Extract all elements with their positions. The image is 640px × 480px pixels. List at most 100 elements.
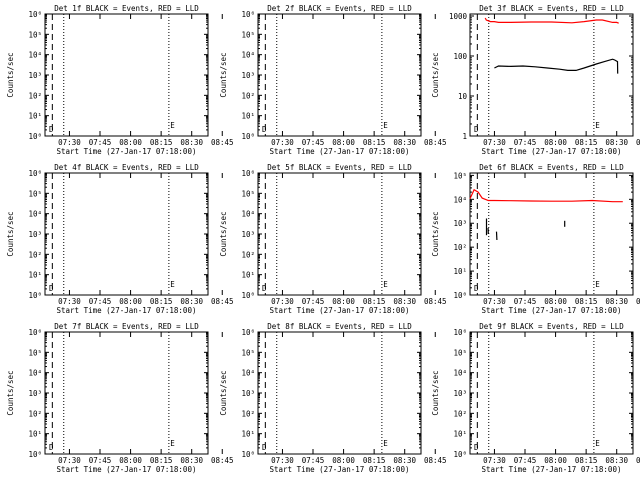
y-axis-label: Counts/sec — [6, 211, 15, 256]
x-tick-label: 08:30 — [180, 456, 203, 465]
y-tick-label: 10⁰ — [28, 132, 42, 141]
y-tick-label: 10⁶ — [241, 328, 255, 337]
y-tick-label: 10² — [28, 250, 42, 259]
series-line-events-black — [494, 58, 619, 74]
y-axis-label: Counts/sec — [219, 211, 228, 256]
y-tick-label: 10⁶ — [241, 169, 255, 178]
x-axis-label: Start Time (27-Jan-17 07:18:00) — [57, 306, 197, 315]
x-tick-label: 07:45 — [514, 456, 537, 465]
x-tick-label: 07:45 — [302, 297, 325, 306]
marker-d: D — [49, 125, 54, 134]
x-tick-label: 08:00 — [544, 297, 567, 306]
x-tick-label: 08:45 — [636, 456, 640, 465]
x-tick-label: 07:45 — [302, 456, 325, 465]
y-tick-label: 10¹ — [28, 271, 42, 280]
x-axis-label: Start Time (27-Jan-17 07:18:00) — [57, 147, 197, 156]
marker-d: D — [474, 284, 479, 293]
plot-frame — [469, 331, 634, 455]
x-tick-label: 08:45 — [424, 138, 447, 147]
x-tick-label: 08:45 — [636, 297, 640, 306]
x-tick-label: 07:30 — [271, 456, 294, 465]
plot-frame — [469, 172, 634, 296]
x-tick-label: 08:15 — [150, 297, 173, 306]
x-tick-label: 07:30 — [483, 456, 506, 465]
y-tick-label: 10¹ — [453, 267, 467, 276]
x-axis-label: Start Time (27-Jan-17 07:18:00) — [57, 465, 197, 474]
chart-title: Det 3f BLACK = Events, RED = LLD — [479, 4, 624, 13]
x-tick-label: 08:30 — [180, 297, 203, 306]
y-tick-label: 10² — [28, 409, 42, 418]
y-tick-label: 10⁰ — [241, 132, 255, 141]
marker-d: D — [474, 443, 479, 452]
y-tick-label: 10³ — [28, 71, 42, 80]
x-tick-label: 07:45 — [89, 456, 112, 465]
y-axis-label: Counts/sec — [219, 370, 228, 415]
x-tick-label: 08:00 — [332, 138, 355, 147]
chart-panel-3: Det 3f BLACK = Events, RED = LLD 1 10 100 10… — [431, 4, 640, 156]
x-tick-label: 08:30 — [180, 138, 203, 147]
x-axis-label: Start Time (27-Jan-17 07:18:00) — [270, 306, 410, 315]
chart-panel-8: Det 8f BLACK = Events, RED = LLD 10⁰ 10¹ 10… — [219, 322, 447, 474]
chart-panel-4: Det 4f BLACK = Events, RED = LLD 10⁰ 10¹ 10… — [6, 163, 234, 315]
x-tick-label: 08:15 — [575, 297, 598, 306]
y-tick-label: 10³ — [28, 389, 42, 398]
x-axis-label: Start Time (27-Jan-17 07:18:00) — [482, 147, 622, 156]
y-tick-label: 10⁵ — [241, 30, 255, 39]
x-tick-label: 08:15 — [150, 138, 173, 147]
x-tick-label: 07:30 — [271, 297, 294, 306]
chart-panel-6: Det 6f BLACK = Events, RED = LLD 10⁰ 10¹ 10… — [431, 163, 640, 315]
y-tick-label: 10³ — [241, 230, 255, 239]
x-tick-label: 08:15 — [363, 138, 386, 147]
x-tick-label: 07:45 — [514, 138, 537, 147]
x-tick-label: 08:15 — [575, 138, 598, 147]
series-line-lld-red — [484, 17, 619, 24]
plot-frame — [257, 172, 422, 296]
y-tick-label: 10⁴ — [453, 195, 467, 204]
y-tick-label: 10³ — [453, 219, 467, 228]
chart-title: Det 8f BLACK = Events, RED = LLD — [267, 322, 412, 331]
plot-frame — [44, 13, 209, 137]
chart-title: Det 5f BLACK = Events, RED = LLD — [267, 163, 412, 172]
y-tick-label: 10² — [28, 91, 42, 100]
marker-e: E — [170, 280, 175, 289]
y-tick-label: 10⁰ — [453, 291, 467, 300]
chart-panel-1: Det 1f BLACK = Events, RED = LLD 10⁰ 10¹ 10… — [6, 4, 234, 156]
y-tick-label: 10⁰ — [241, 291, 255, 300]
x-axis-label: Start Time (27-Jan-17 07:18:00) — [482, 465, 622, 474]
x-tick-label: 07:30 — [483, 138, 506, 147]
y-axis-label: Counts/sec — [431, 370, 440, 415]
marker-d: D — [262, 125, 267, 134]
y-tick-label: 10¹ — [241, 430, 255, 439]
marker-e: E — [383, 280, 388, 289]
x-tick-label: 08:30 — [605, 138, 628, 147]
y-tick-label: 10³ — [453, 389, 467, 398]
chart-panel-9: Det 9f BLACK = Events, RED = LLD 10⁰ 10¹ 10… — [431, 322, 640, 474]
marker-e: E — [170, 439, 175, 448]
x-tick-label: 08:00 — [332, 456, 355, 465]
x-tick-label: 08:45 — [211, 297, 234, 306]
y-tick-label: 1000 — [449, 12, 468, 21]
y-tick-label: 10¹ — [453, 430, 467, 439]
y-tick-label: 10¹ — [28, 430, 42, 439]
chart-title: Det 7f BLACK = Events, RED = LLD — [54, 322, 199, 331]
x-tick-label: 08:45 — [636, 138, 640, 147]
marker-e: E — [595, 439, 600, 448]
y-tick-label: 10⁴ — [28, 210, 42, 219]
chart-panel-2: Det 2f BLACK = Events, RED = LLD 10⁰ 10¹ 10… — [219, 4, 447, 156]
x-tick-label: 08:00 — [544, 138, 567, 147]
x-tick-label: 08:45 — [211, 138, 234, 147]
y-tick-label: 10⁶ — [28, 10, 42, 19]
x-tick-label: 07:30 — [483, 297, 506, 306]
y-axis-label: Counts/sec — [6, 370, 15, 415]
marker-e: E — [595, 280, 600, 289]
chart-title: Det 4f BLACK = Events, RED = LLD — [54, 163, 199, 172]
x-tick-label: 07:45 — [89, 297, 112, 306]
x-tick-label: 08:30 — [605, 297, 628, 306]
y-tick-label: 10⁴ — [453, 369, 467, 378]
y-tick-label: 10⁵ — [28, 348, 42, 357]
plot-frame — [44, 331, 209, 455]
y-tick-label: 10⁰ — [453, 450, 467, 459]
y-tick-label: 10⁵ — [28, 189, 42, 198]
chart-title: Det 6f BLACK = Events, RED = LLD — [479, 163, 624, 172]
y-tick-label: 10 — [458, 92, 468, 101]
